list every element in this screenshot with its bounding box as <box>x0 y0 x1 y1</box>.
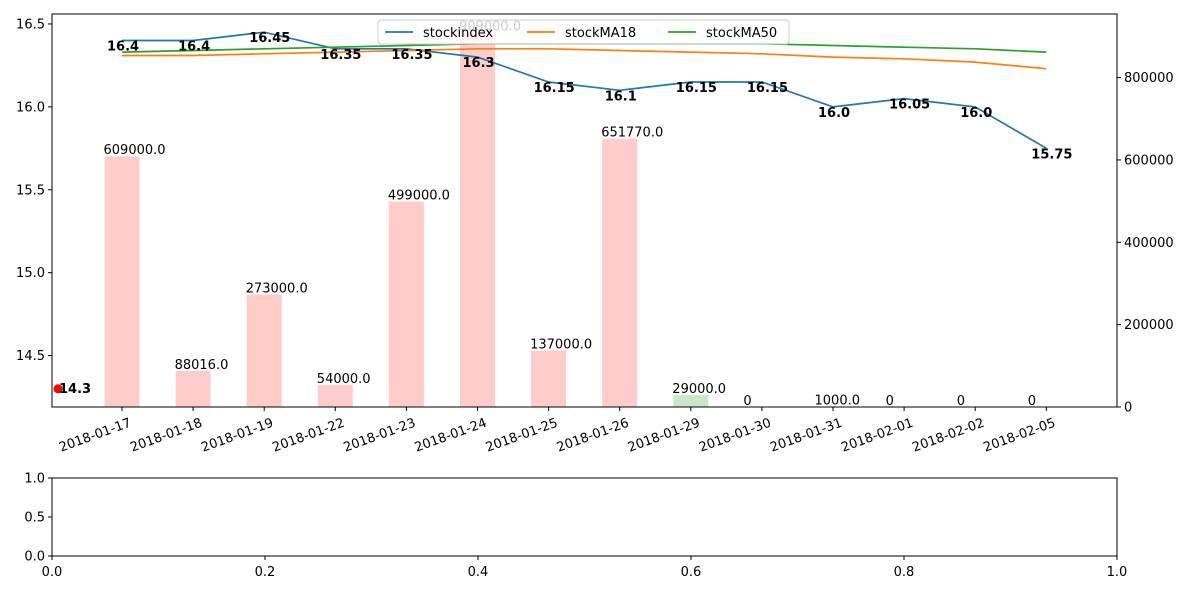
x-tick-label: 2018-01-18 <box>128 416 204 456</box>
x-tick-label: 2018-02-01 <box>839 416 915 456</box>
volume-bar <box>175 370 211 407</box>
volume-bar <box>602 138 638 408</box>
left-tick-label: 15.5 <box>16 183 45 198</box>
right-tick-label: 800000 <box>1124 71 1174 86</box>
legend: stockindex stockMA18 stockMA50 <box>377 19 790 45</box>
price-label: 16.0 <box>818 106 850 121</box>
sub-x-tick-label: 0.4 <box>468 565 489 580</box>
price-label: 16.45 <box>249 31 290 46</box>
price-label: 16.15 <box>747 81 788 96</box>
price-label: 15.75 <box>1031 147 1072 162</box>
x-tick-label: 2018-01-23 <box>342 416 418 456</box>
volume-label: 137000.0 <box>530 338 592 353</box>
x-tick-label: 2018-01-22 <box>271 416 347 456</box>
sub-chart: 0.0 0.2 0.4 0.6 0.8 1.0 0.0 0.5 1.0 <box>24 472 1127 581</box>
x-tick-label: 2018-01-25 <box>484 416 560 456</box>
right-tick-label: 600000 <box>1124 153 1174 168</box>
x-tick-label: 2018-01-26 <box>555 416 631 456</box>
price-label: 16.15 <box>676 81 717 96</box>
price-label: 16.35 <box>391 48 432 63</box>
left-tick-label: 16.0 <box>16 100 45 115</box>
sub-x-tick-label: 0.6 <box>681 565 702 580</box>
sub-x-tick-label: 0.2 <box>255 565 276 580</box>
series-line-stockindex <box>122 31 1047 150</box>
volume-label: 88016.0 <box>175 358 229 373</box>
x-tick-label: 2018-01-17 <box>57 416 133 456</box>
sub-x-tick-label: 0.8 <box>894 565 915 580</box>
volume-label: 0 <box>1028 394 1036 409</box>
sub-y-tick-label: 0.5 <box>24 511 45 526</box>
legend-label: stockindex <box>423 26 493 41</box>
right-tick-label: 0 <box>1124 401 1132 416</box>
volume-label: 609000.0 <box>104 143 166 158</box>
price-label: 16.4 <box>107 40 139 55</box>
price-lines <box>121 31 1047 150</box>
sub-y-tick-label: 0.0 <box>24 550 45 565</box>
sub-x-tick-label: 0.0 <box>42 565 63 580</box>
sub-y-tick-label: 1.0 <box>24 472 45 487</box>
volume-bar <box>388 201 424 407</box>
sub-x-tick-label: 1.0 <box>1107 565 1128 580</box>
x-tick-label: 2018-01-30 <box>697 416 773 456</box>
volume-label: 0 <box>886 394 894 409</box>
annotation-point <box>53 384 63 394</box>
price-label: 16.0 <box>960 106 992 121</box>
left-tick-label: 14.5 <box>16 349 45 364</box>
sub-plot-frame <box>51 477 1118 557</box>
volume-label: 29000.0 <box>672 382 726 397</box>
price-label: 16.3 <box>463 56 495 71</box>
plot-frame <box>51 13 1118 408</box>
volume-bar <box>246 294 282 407</box>
left-tick-label: 15.0 <box>16 266 45 281</box>
right-tick-label: 200000 <box>1124 318 1174 333</box>
main-chart: 609000.088016.0273000.054000.0499000.090… <box>16 13 1174 456</box>
legend-label: stockMA50 <box>706 26 777 41</box>
volume-label: 273000.0 <box>246 282 308 297</box>
volume-bars: 609000.088016.0273000.054000.0499000.090… <box>104 20 1037 409</box>
x-tick-label: 2018-01-31 <box>768 416 844 456</box>
volume-bar <box>531 350 567 407</box>
volume-bar <box>317 384 353 407</box>
volume-bar <box>460 32 495 407</box>
price-label: 16.15 <box>534 81 575 96</box>
legend-label: stockMA18 <box>565 26 636 41</box>
series-line-stockma18 <box>122 47 1047 70</box>
x-tick-label: 2018-01-19 <box>199 416 275 456</box>
x-tick-label: 2018-01-24 <box>413 416 489 456</box>
volume-label: 1000.0 <box>815 394 861 409</box>
volume-bar <box>673 395 709 407</box>
volume-label: 651770.0 <box>601 126 663 141</box>
legend-box <box>377 19 790 45</box>
volume-label: 0 <box>957 394 965 409</box>
volume-bar <box>104 156 140 407</box>
volume-label: 54000.0 <box>317 372 371 387</box>
right-tick-label: 400000 <box>1124 236 1174 251</box>
price-label: 16.05 <box>889 98 930 113</box>
volume-label: 499000.0 <box>388 189 450 204</box>
volume-label: 0 <box>743 394 751 409</box>
price-labels: 16.4 16.4 16.45 16.35 16.35 16.3 16.15 16.1 16.1… <box>107 31 1072 162</box>
x-tick-label: 2018-01-29 <box>626 416 702 456</box>
x-tick-label: 2018-02-05 <box>982 416 1058 456</box>
price-label: 16.35 <box>320 48 361 63</box>
price-label: 16.1 <box>605 89 637 104</box>
price-label: 16.4 <box>178 40 210 55</box>
x-tick-label: 2018-02-02 <box>910 416 986 456</box>
annotation-label: 14.3 <box>59 382 91 397</box>
left-tick-label: 16.5 <box>16 17 45 32</box>
